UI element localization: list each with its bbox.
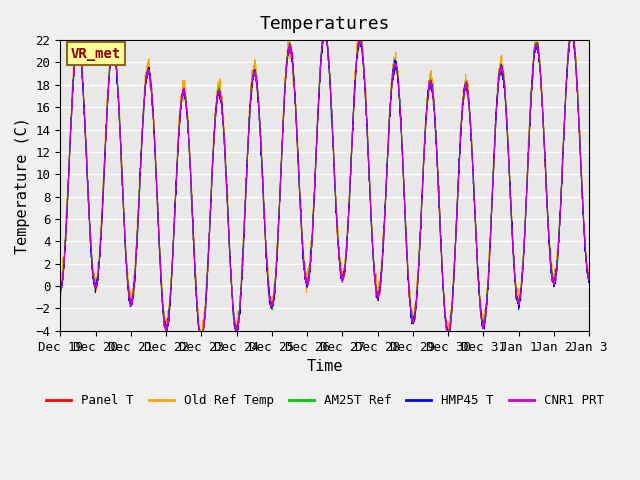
HMP45 T [292, 115, 300, 120]
HMP45 T [396, 114, 404, 120]
CNR1 PRT [420, 160, 428, 166]
HMP45 T [333, 226, 341, 231]
Line: HMP45 T: HMP45 T [60, 28, 589, 343]
Old Ref Temp [333, 228, 341, 234]
AM25T Ref [333, 228, 341, 233]
CNR1 PRT [292, 113, 300, 119]
Panel T [124, 278, 131, 284]
HMP45 T [420, 162, 428, 168]
CNR1 PRT [287, 54, 295, 60]
Panel T [292, 113, 300, 119]
Panel T [197, 337, 205, 343]
Old Ref Temp [292, 120, 300, 125]
AM25T Ref [287, 47, 295, 52]
HMP45 T [567, 25, 575, 31]
AM25T Ref [420, 162, 428, 168]
CNR1 PRT [56, 283, 64, 289]
Legend: Panel T, Old Ref Temp, AM25T Ref, HMP45 T, CNR1 PRT: Panel T, Old Ref Temp, AM25T Ref, HMP45 … [41, 389, 609, 412]
AM25T Ref [124, 277, 131, 283]
AM25T Ref [586, 276, 593, 281]
Old Ref Temp [196, 349, 204, 355]
CNR1 PRT [321, 26, 329, 32]
Panel T [397, 113, 404, 119]
Old Ref Temp [124, 269, 131, 275]
Line: Old Ref Temp: Old Ref Temp [60, 22, 589, 352]
Panel T [321, 28, 328, 34]
AM25T Ref [321, 26, 328, 32]
Panel T [287, 49, 295, 55]
Panel T [420, 160, 428, 166]
Line: Panel T: Panel T [60, 31, 589, 340]
HMP45 T [287, 48, 295, 54]
AM25T Ref [397, 113, 404, 119]
AM25T Ref [56, 283, 64, 288]
Panel T [56, 288, 64, 294]
AM25T Ref [198, 338, 206, 344]
CNR1 PRT [333, 231, 341, 237]
Line: CNR1 PRT: CNR1 PRT [60, 29, 589, 342]
Old Ref Temp [586, 277, 593, 283]
HMP45 T [124, 278, 131, 284]
Line: AM25T Ref: AM25T Ref [60, 29, 589, 341]
CNR1 PRT [124, 279, 131, 285]
CNR1 PRT [198, 339, 205, 345]
HMP45 T [56, 285, 64, 291]
Old Ref Temp [420, 153, 428, 158]
Text: VR_met: VR_met [71, 47, 121, 60]
X-axis label: Time: Time [307, 359, 343, 374]
Old Ref Temp [322, 19, 330, 24]
Title: Temperatures: Temperatures [259, 15, 390, 33]
AM25T Ref [292, 112, 300, 118]
Y-axis label: Temperature (C): Temperature (C) [15, 117, 30, 254]
CNR1 PRT [397, 112, 404, 118]
HMP45 T [196, 340, 204, 346]
Panel T [586, 275, 593, 281]
Old Ref Temp [56, 281, 64, 287]
CNR1 PRT [586, 276, 593, 282]
Old Ref Temp [397, 119, 404, 124]
HMP45 T [586, 280, 593, 286]
Panel T [333, 231, 341, 237]
Old Ref Temp [287, 44, 295, 49]
